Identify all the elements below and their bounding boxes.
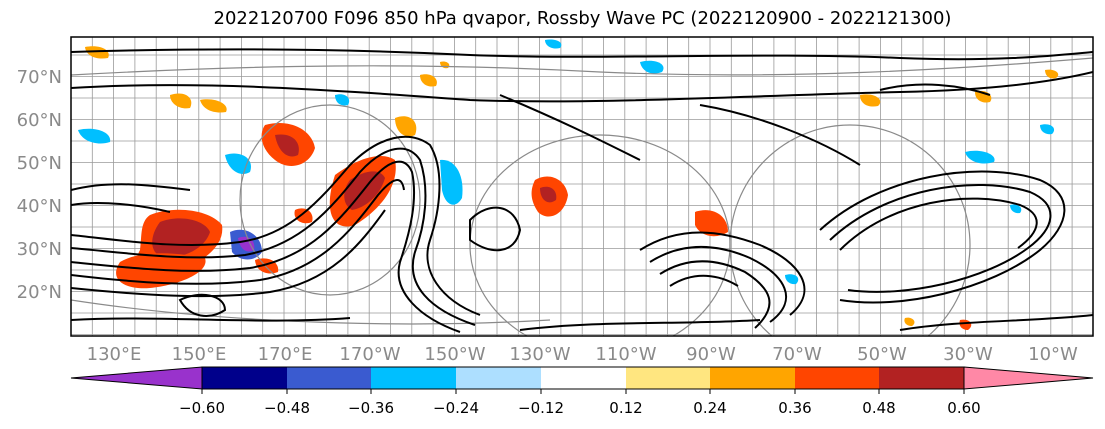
longitude-label: 30°W	[943, 344, 993, 365]
map-frame	[70, 36, 1094, 337]
colorbar-tick-labels: −0.60 −0.48 −0.36 −0.24 −0.12 0.12 0.24 0.36 0.4…	[179, 389, 981, 417]
longitude-label: 130°W	[509, 344, 570, 365]
colorbar-bin	[371, 367, 456, 389]
longitude-label: 90°W	[686, 344, 736, 365]
longitude-label: 10°W	[1028, 344, 1078, 365]
colorbar-tick-label: −0.60	[179, 399, 225, 417]
map-title: 2022120700 F096 850 hPa qvapor, Rossby W…	[213, 8, 952, 29]
latitude-labels: 70°N 60°N 50°N 40°N 30°N 20°N	[17, 67, 62, 303]
latitude-label: 30°N	[17, 239, 62, 260]
latitude-label: 70°N	[17, 67, 62, 88]
longitude-label: 150°W	[424, 344, 485, 365]
colorbar-tick-label: 0.12	[609, 399, 642, 417]
colorbar-tick-label: 0.24	[693, 399, 726, 417]
colorbar-bin	[710, 367, 795, 389]
longitude-labels: 130°E 150°E 170°E 170°W 150°W 130°W 110°W 90°W 7…	[87, 344, 1078, 365]
colorbar-tick-label: 0.60	[947, 399, 980, 417]
colorbar-bin	[456, 367, 541, 389]
colorbar-tick-label: 0.36	[778, 399, 811, 417]
latitude-label: 20°N	[17, 282, 62, 303]
colorbar-bin	[202, 367, 287, 389]
latitude-label: 50°N	[17, 153, 62, 174]
colorbar-tick-label: 0.48	[862, 399, 895, 417]
colorbar-bin	[879, 367, 964, 389]
longitude-label: 130°E	[87, 344, 142, 365]
latitude-label: 60°N	[17, 110, 62, 131]
colorbar-tick-label: −0.48	[264, 399, 310, 417]
black-contours	[71, 48, 1093, 333]
colorbar	[70, 366, 1094, 390]
colorbar-bin	[795, 367, 879, 389]
colorbar-bin	[626, 367, 710, 389]
longitude-label: 50°W	[857, 344, 907, 365]
latitude-label: 40°N	[17, 196, 62, 217]
colorbar-bin	[287, 367, 371, 389]
colorbar-tick-label: −0.12	[518, 399, 564, 417]
longitude-label: 110°W	[595, 344, 656, 365]
longitude-label: 170°E	[258, 344, 313, 365]
colorbar-bin	[541, 367, 626, 389]
colorbar-tick-label: −0.36	[348, 399, 394, 417]
longitude-label: 70°W	[772, 344, 822, 365]
colorbar-extend-low	[70, 366, 203, 390]
longitude-label: 170°W	[339, 344, 400, 365]
colorbar-outline	[201, 366, 965, 390]
colorbar-extend-high	[963, 366, 1094, 390]
longitude-label: 150°E	[172, 344, 227, 365]
colorbar-tick-label: −0.24	[433, 399, 479, 417]
